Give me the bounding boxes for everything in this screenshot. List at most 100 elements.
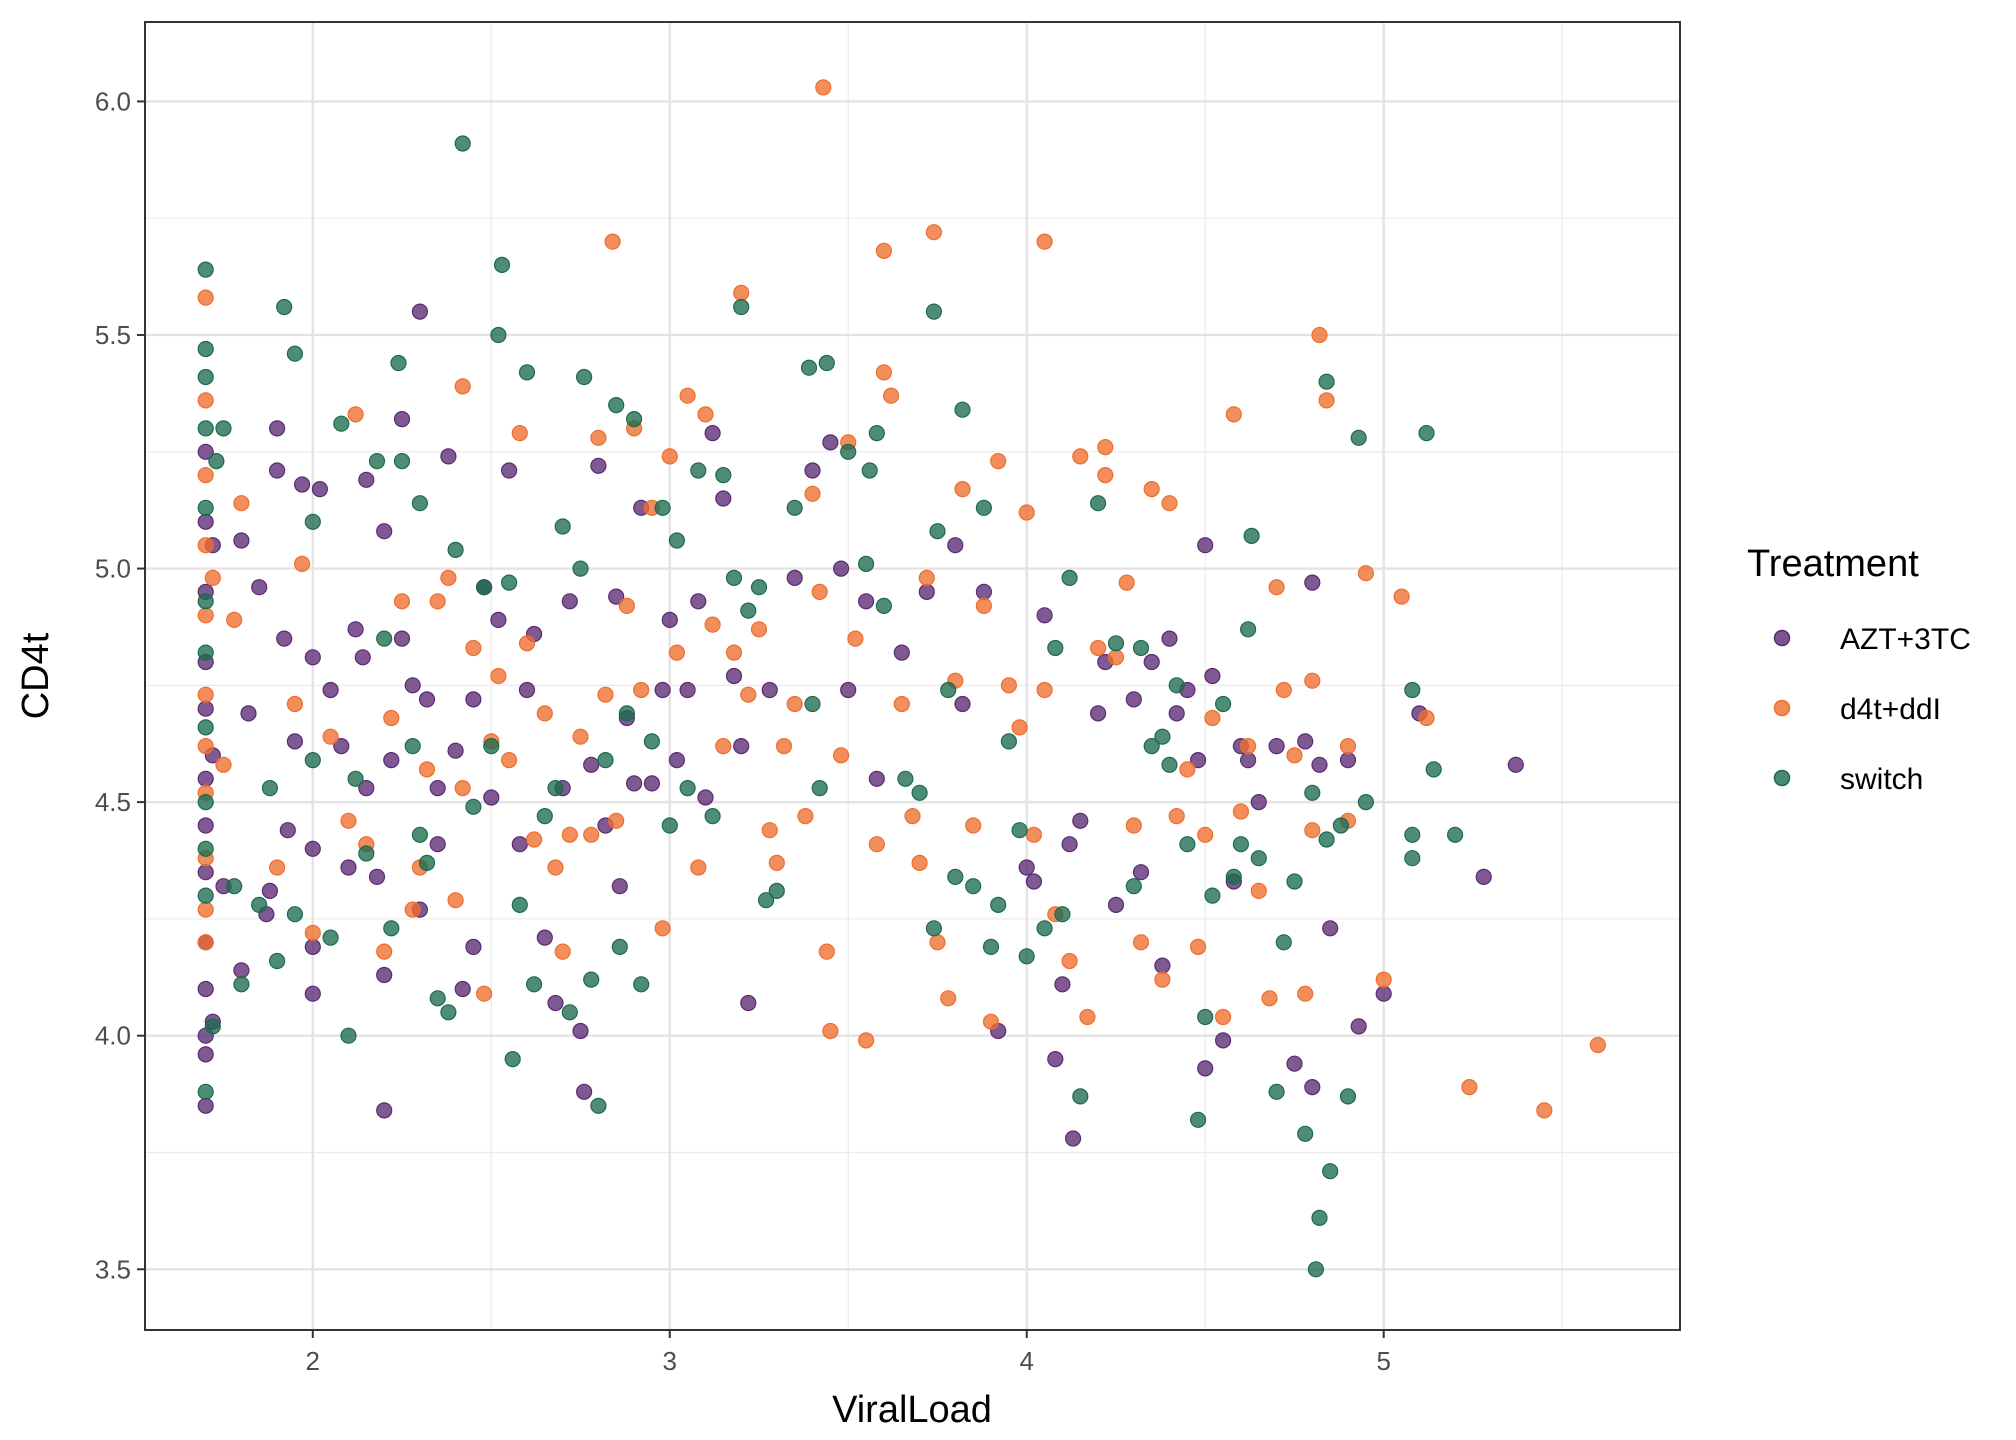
- data-point-d4t-ddi: [697, 406, 714, 423]
- x-axis-ticks: 2 3 4 5: [306, 1330, 1391, 1376]
- data-point-switch: [633, 976, 650, 993]
- data-point-azt-3tc: [465, 691, 482, 708]
- data-point-d4t-ddi: [690, 859, 707, 876]
- data-point-azt-3tc: [625, 775, 643, 792]
- data-point-switch: [197, 887, 214, 904]
- data-point-d4t-ddi: [583, 826, 600, 843]
- data-point-d4t-ddi: [868, 836, 885, 853]
- data-point-switch: [925, 920, 943, 937]
- data-point-d4t-ddi: [572, 728, 589, 745]
- data-point-azt-3tc: [947, 537, 964, 554]
- data-point-switch: [575, 368, 593, 386]
- legend-title: Treatment: [1747, 543, 1919, 585]
- data-point-switch: [925, 303, 943, 320]
- data-point-d4t-ddi: [269, 859, 286, 876]
- data-point-azt-3tc: [358, 471, 375, 488]
- data-point-d4t-ddi: [618, 597, 636, 615]
- data-point-d4t-ddi: [1079, 1008, 1096, 1026]
- data-point-switch: [493, 256, 511, 273]
- data-point-d4t-ddi: [1268, 579, 1285, 596]
- data-point-d4t-ddi: [1304, 822, 1321, 839]
- data-point-azt-3tc: [440, 448, 457, 465]
- data-point-switch: [1332, 817, 1350, 834]
- data-point-azt-3tc: [233, 532, 250, 549]
- data-point-d4t-ddi: [893, 695, 910, 713]
- data-point-d4t-ddi: [1318, 392, 1335, 409]
- data-point-d4t-ddi: [490, 667, 507, 685]
- data-point-d4t-ddi: [1154, 971, 1171, 988]
- data-point-switch: [911, 784, 928, 801]
- data-point-switch: [1318, 831, 1335, 848]
- data-point-azt-3tc: [1197, 1060, 1214, 1077]
- data-point-d4t-ddi: [668, 644, 686, 661]
- data-point-azt-3tc: [1064, 1130, 1082, 1147]
- data-point-d4t-ddi: [715, 737, 732, 755]
- data-point-azt-3tc: [918, 583, 935, 601]
- data-point-switch: [440, 1004, 457, 1021]
- data-point-d4t-ddi: [590, 429, 607, 446]
- data-point-switch: [1318, 373, 1335, 390]
- data-point-switch: [954, 401, 971, 418]
- data-point-switch: [561, 1004, 578, 1021]
- data-point-switch: [340, 1027, 357, 1044]
- data-point-azt-3tc: [269, 462, 286, 479]
- minor-gridlines: [145, 22, 1680, 1330]
- data-point-switch: [454, 135, 471, 152]
- data-point-d4t-ddi: [940, 990, 957, 1007]
- data-point-switch: [800, 359, 818, 376]
- data-point-switch: [197, 840, 214, 857]
- data-point-switch: [226, 878, 243, 895]
- data-point-d4t-ddi: [1161, 495, 1178, 512]
- data-point-d4t-ddi: [1250, 882, 1267, 900]
- data-point-azt-3tc: [429, 779, 446, 797]
- data-point-switch: [536, 807, 553, 825]
- data-point-switch: [197, 593, 214, 610]
- data-point-azt-3tc: [1047, 1050, 1064, 1068]
- data-point-d4t-ddi: [1143, 481, 1160, 498]
- data-point-d4t-ddi: [454, 378, 471, 395]
- data-point-d4t-ddi: [832, 747, 850, 764]
- data-point-azt-3tc: [804, 462, 821, 479]
- data-point-azt-3tc: [1250, 793, 1267, 811]
- data-point-azt-3tc: [411, 303, 428, 320]
- data-point-d4t-ddi: [197, 392, 214, 409]
- x-axis-title: ViralLoad: [832, 1389, 992, 1431]
- data-point-switch: [390, 354, 407, 372]
- data-point-d4t-ddi: [990, 453, 1007, 470]
- data-point-azt-3tc: [740, 994, 757, 1012]
- data-point-switch: [1168, 677, 1185, 694]
- data-point-switch: [476, 579, 493, 596]
- data-point-azt-3tc: [347, 621, 364, 638]
- data-point-d4t-ddi: [918, 569, 935, 587]
- data-point-d4t-ddi: [465, 639, 482, 657]
- data-point-switch: [1425, 761, 1442, 778]
- data-point-d4t-ddi: [597, 686, 614, 703]
- data-point-switch: [483, 737, 500, 755]
- data-point-azt-3tc: [536, 929, 553, 946]
- data-point-azt-3tc: [1197, 537, 1214, 554]
- data-point-azt-3tc: [1025, 873, 1043, 890]
- data-point-azt-3tc: [954, 695, 971, 713]
- data-point-switch: [1304, 784, 1321, 801]
- data-point-switch: [857, 555, 875, 573]
- data-point-d4t-ddi: [233, 495, 250, 512]
- data-point-switch: [1404, 681, 1421, 699]
- data-point-azt-3tc: [418, 691, 436, 708]
- data-point-d4t-ddi: [786, 695, 803, 713]
- data-point-azt-3tc: [1036, 607, 1053, 624]
- data-point-d4t-ddi: [197, 737, 214, 755]
- data-point-d4t-ddi: [376, 943, 393, 960]
- data-point-switch: [618, 705, 636, 722]
- data-point-switch: [276, 298, 293, 316]
- data-point-d4t-ddi: [818, 943, 835, 960]
- data-point-switch: [261, 779, 278, 797]
- data-point-switch: [661, 817, 678, 834]
- data-point-d4t-ddi: [1275, 681, 1292, 699]
- data-point-d4t-ddi: [608, 812, 625, 829]
- data-point-d4t-ddi: [511, 425, 528, 442]
- data-point-switch: [525, 976, 543, 993]
- data-point-azt-3tc: [679, 681, 696, 699]
- legend-key-azt-3tc: [1773, 629, 1791, 647]
- data-point-d4t-ddi: [704, 616, 721, 633]
